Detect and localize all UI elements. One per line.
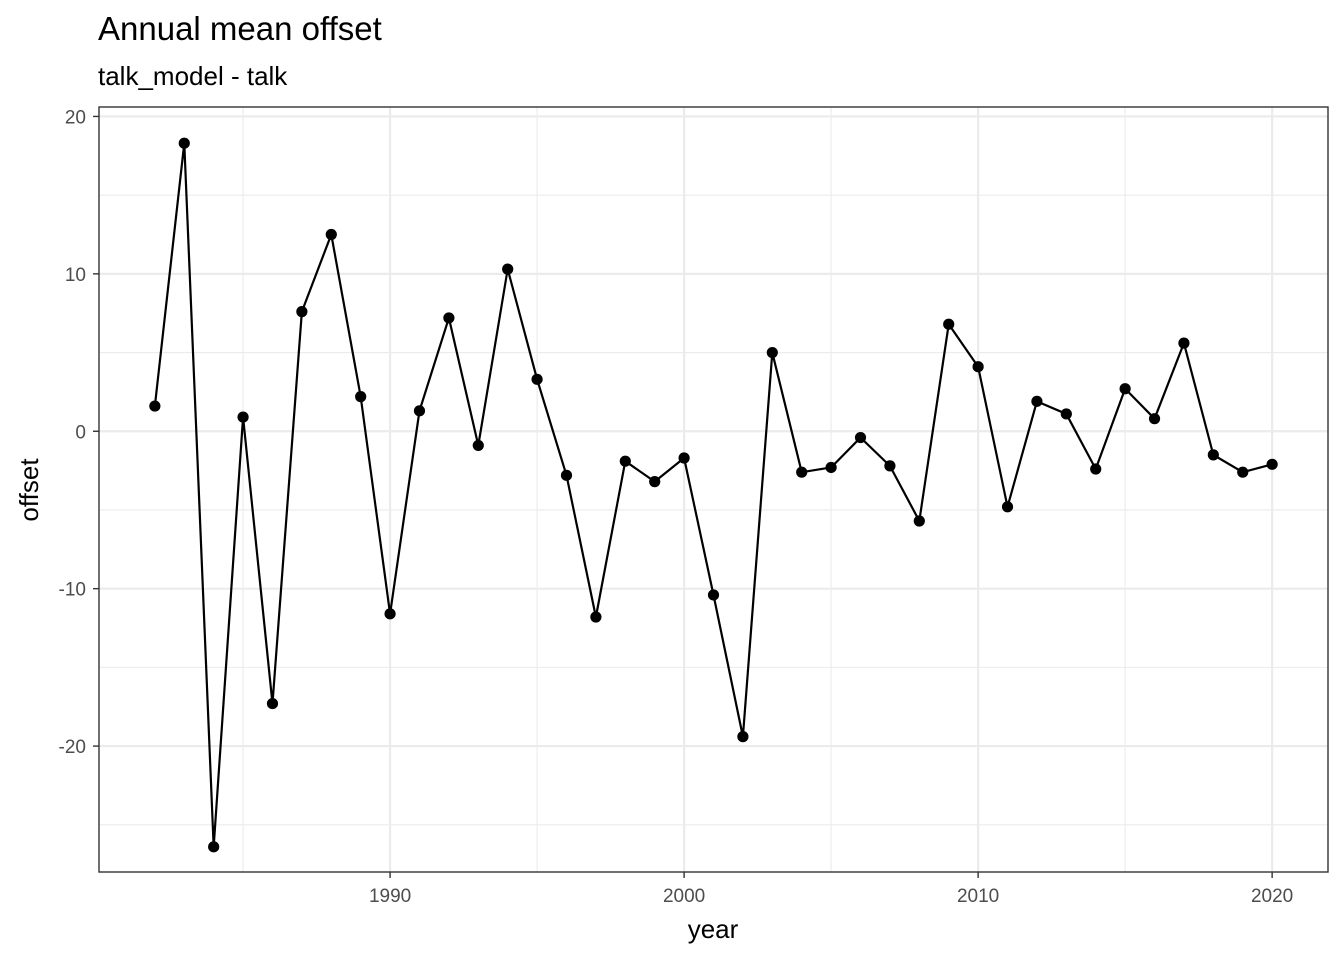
y-axis: -20 -10 0 10 20 xyxy=(59,107,99,758)
data-point xyxy=(884,460,896,472)
data-point xyxy=(766,346,778,359)
data-point xyxy=(149,400,161,412)
x-axis: 1990 2000 2010 2020 xyxy=(369,872,1293,907)
data-point xyxy=(590,611,602,623)
y-tick-label: -10 xyxy=(59,580,86,601)
data-point xyxy=(1060,408,1072,420)
data-point xyxy=(178,137,190,149)
data-point xyxy=(1031,395,1043,407)
chart-subtitle: talk_model - talk xyxy=(98,61,288,91)
data-point xyxy=(972,361,984,373)
y-tick-label: 10 xyxy=(65,265,86,286)
chart-title: Annual mean offset xyxy=(98,10,382,47)
data-point xyxy=(1237,466,1249,478)
plot-panel xyxy=(98,106,1329,873)
data-point xyxy=(825,461,837,474)
data-point xyxy=(678,452,690,464)
y-tick-label: 20 xyxy=(65,107,86,128)
x-tick-label: 2010 xyxy=(957,886,999,907)
data-point xyxy=(854,431,867,444)
data-point xyxy=(1207,449,1219,461)
data-point xyxy=(266,697,279,710)
data-point xyxy=(1119,383,1131,395)
data-point xyxy=(707,589,720,601)
x-tick-label: 2020 xyxy=(1251,886,1293,907)
data-point xyxy=(531,373,543,385)
minor-gridlines xyxy=(99,107,1328,872)
data-point xyxy=(649,476,661,488)
data-point xyxy=(1090,463,1102,475)
y-tick-label: -20 xyxy=(59,737,86,758)
series-offset xyxy=(149,137,1278,853)
major-gridlines xyxy=(99,107,1328,872)
data-point xyxy=(796,466,808,478)
data-point xyxy=(737,731,749,743)
data-point xyxy=(355,391,367,403)
panel-border xyxy=(98,106,1329,873)
data-point xyxy=(413,405,426,417)
data-point xyxy=(560,469,573,481)
data-point xyxy=(296,306,308,318)
data-point xyxy=(208,841,220,853)
x-axis-title: year xyxy=(688,914,739,944)
data-point xyxy=(1178,337,1190,349)
data-point xyxy=(443,312,455,324)
y-axis-title: offset xyxy=(14,458,44,522)
data-point xyxy=(1001,501,1014,513)
x-tick-label: 1990 xyxy=(369,886,411,907)
panel-background xyxy=(99,107,1328,872)
data-point xyxy=(384,608,396,620)
data-point xyxy=(1266,458,1278,470)
data-point xyxy=(237,411,249,423)
data-point xyxy=(472,439,484,452)
data-point xyxy=(619,455,631,467)
y-tick-label: 0 xyxy=(75,422,86,443)
data-point xyxy=(325,228,337,241)
x-tick-label: 2000 xyxy=(663,886,705,907)
data-point xyxy=(1148,413,1161,425)
data-point xyxy=(913,515,925,527)
data-point xyxy=(943,318,955,330)
data-point xyxy=(502,263,514,275)
